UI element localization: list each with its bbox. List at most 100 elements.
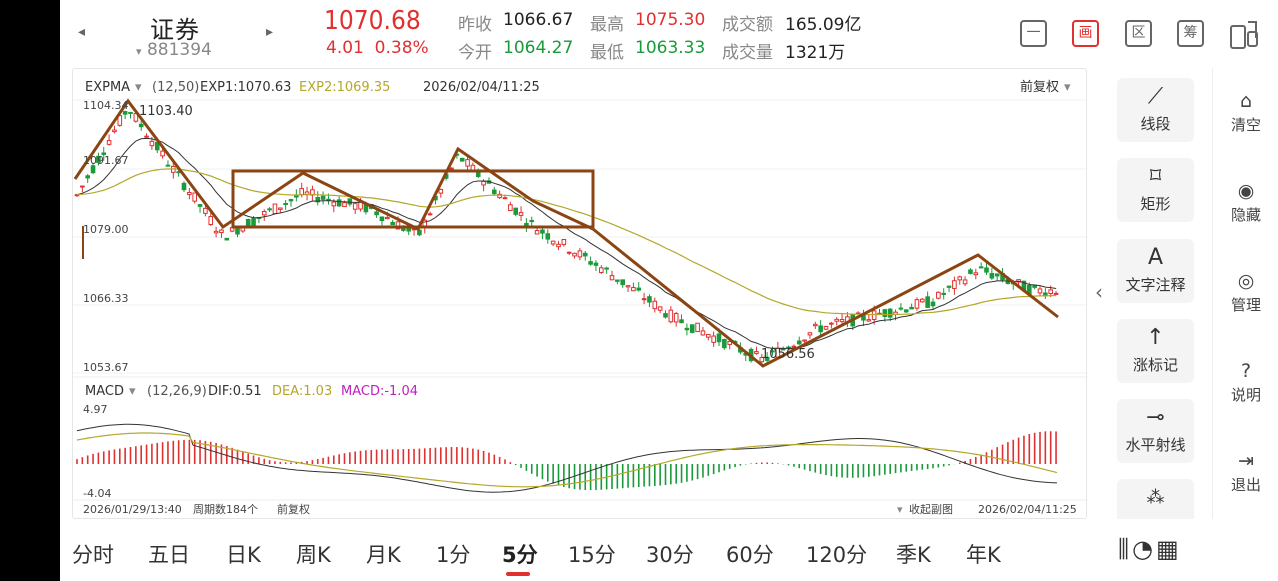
hide-button[interactable]: ◉ 隐藏 bbox=[1213, 180, 1278, 225]
candle-body bbox=[657, 306, 663, 311]
candle-body bbox=[213, 230, 219, 234]
candle-body bbox=[122, 111, 128, 115]
period-tabs: 分时 五日 日K 周K 月K 1分 5分 15分 30分 60分 120分 季K… bbox=[60, 519, 1278, 581]
tab-weekly[interactable]: 周K bbox=[296, 543, 331, 567]
tab-1min[interactable]: 1分 bbox=[436, 543, 471, 567]
candle-body bbox=[882, 309, 888, 317]
candle-body bbox=[588, 261, 593, 265]
candle-body bbox=[347, 198, 353, 205]
candle-body bbox=[138, 123, 144, 128]
help-label: 说明 bbox=[1230, 386, 1261, 404]
tool-more[interactable]: ⁂ bbox=[1117, 479, 1194, 519]
candle-body bbox=[128, 111, 133, 114]
candle-body bbox=[540, 229, 545, 234]
candle-body bbox=[508, 204, 513, 212]
manage-label: 管理 bbox=[1230, 296, 1261, 314]
candle-body bbox=[304, 191, 310, 195]
clear-button[interactable]: ⌂ 清空 bbox=[1213, 90, 1278, 135]
candle-body bbox=[663, 313, 668, 318]
exit-button[interactable]: ⇥ 退出 bbox=[1213, 450, 1278, 495]
rotate-screen-icon[interactable] bbox=[1228, 18, 1260, 50]
tab-intraday[interactable]: 分时 bbox=[72, 543, 114, 567]
tool-text-annotation[interactable]: A 文字注释 bbox=[1117, 239, 1194, 303]
more-settings-icon[interactable]: ⫼◔▦ bbox=[1118, 535, 1182, 563]
collapse-sub-chart[interactable]: 收起副图 bbox=[909, 502, 953, 516]
candle-body bbox=[920, 298, 925, 303]
candle-body bbox=[818, 325, 823, 333]
expma-indicator-label[interactable]: EXPMA bbox=[85, 80, 130, 95]
macd-params: (12,26,9) bbox=[147, 384, 207, 399]
tool-horizontal-ray[interactable]: ⊸ 水平射线 bbox=[1117, 399, 1194, 463]
candle-body bbox=[406, 227, 411, 232]
line-segment-icon: ⟋ bbox=[1147, 84, 1164, 109]
tool-line-segment[interactable]: ⟋ 线段 bbox=[1117, 78, 1194, 142]
hide-label: 隐藏 bbox=[1230, 206, 1261, 224]
tabs-fade-overlay: ⫼◔▦ bbox=[1088, 527, 1278, 573]
tool-rise-mark[interactable]: ↑ 涨标记 bbox=[1117, 319, 1194, 383]
active-tab-indicator bbox=[506, 572, 530, 576]
tab-60min[interactable]: 60分 bbox=[726, 543, 774, 567]
tool-rectangle[interactable]: ⌑ 矩形 bbox=[1117, 158, 1194, 222]
candle-body bbox=[427, 213, 433, 216]
amount-value: 165.09亿 bbox=[785, 15, 862, 35]
help-button[interactable]: ? 说明 bbox=[1213, 360, 1278, 405]
tab-120min[interactable]: 120分 bbox=[806, 543, 868, 567]
expma-caret-icon[interactable]: ▾ bbox=[135, 80, 142, 95]
candle-body bbox=[390, 221, 395, 226]
candle-body bbox=[352, 203, 358, 210]
macd-y-top: 4.97 bbox=[83, 403, 108, 416]
macd-caret-icon[interactable]: ▾ bbox=[129, 384, 136, 399]
adjust-mode[interactable]: 前复权 bbox=[1020, 79, 1059, 95]
tab-30min[interactable]: 30分 bbox=[646, 543, 694, 567]
tool-label: 矩形 bbox=[1140, 195, 1171, 213]
collapse-toolbar-chevron-icon[interactable]: ‹ bbox=[1095, 280, 1103, 304]
tab-yearly[interactable]: 年K bbox=[966, 543, 1001, 567]
period-count: 周期数184个 bbox=[193, 503, 258, 516]
chip-icon[interactable]: 筹 bbox=[1177, 20, 1204, 47]
draw-icon[interactable]: 画 bbox=[1072, 20, 1099, 47]
kline-chart-canvas[interactable]: EXPMA ▾ (12,50) EXP1:1070.63 EXP2:1069.3… bbox=[73, 69, 1088, 520]
candle-body bbox=[936, 291, 941, 299]
exit-icon: ⇥ bbox=[1238, 450, 1254, 472]
candle-body bbox=[770, 350, 775, 353]
next-stock-arrow-icon[interactable]: ▸ bbox=[266, 24, 274, 40]
candle-body bbox=[700, 330, 706, 336]
candle-body bbox=[470, 164, 476, 171]
candle-body bbox=[550, 240, 556, 245]
volume-label: 成交量 bbox=[722, 43, 773, 63]
candle-body bbox=[641, 298, 647, 301]
candle-body bbox=[930, 301, 936, 307]
candle-body bbox=[513, 207, 518, 215]
candle-body bbox=[631, 287, 636, 292]
tab-five-day[interactable]: 五日 bbox=[148, 543, 190, 567]
drawn-line-segments-2 bbox=[592, 227, 1059, 368]
exp2-value: EXP2:1069.35 bbox=[299, 80, 390, 95]
zone-icon[interactable]: 区 bbox=[1125, 20, 1152, 47]
dropdown-caret-icon: ▾ bbox=[136, 45, 142, 58]
candle-body bbox=[604, 267, 609, 270]
collapse-caret-icon[interactable]: ▾ bbox=[897, 503, 903, 516]
tab-quarterly[interactable]: 季K bbox=[896, 543, 931, 567]
macd-y-bottom: -4.04 bbox=[83, 487, 111, 500]
macd-indicator-label[interactable]: MACD bbox=[85, 384, 124, 399]
candle-body bbox=[941, 292, 947, 296]
candle-body bbox=[673, 313, 679, 323]
candle-body bbox=[946, 285, 952, 288]
kline-chart-panel[interactable]: EXPMA ▾ (12,50) EXP1:1070.63 EXP2:1069.3… bbox=[72, 68, 1088, 520]
adjust-caret-icon[interactable]: ▾ bbox=[1064, 80, 1071, 95]
candle-body bbox=[154, 141, 160, 151]
candle-body bbox=[385, 217, 390, 220]
tab-5min[interactable]: 5分 bbox=[502, 543, 538, 567]
draw-glyph: 画 bbox=[1078, 25, 1093, 41]
candle-body bbox=[925, 296, 930, 308]
prev-stock-arrow-icon[interactable]: ◂ bbox=[78, 24, 86, 40]
manage-button[interactable]: ◎ 管理 bbox=[1213, 270, 1278, 315]
candle-body bbox=[272, 203, 278, 215]
stock-code-dropdown[interactable]: ▾ 881394 bbox=[136, 40, 212, 60]
tab-15min[interactable]: 15分 bbox=[568, 543, 616, 567]
candle-body bbox=[149, 140, 155, 147]
tab-daily[interactable]: 日K bbox=[226, 543, 261, 567]
tab-monthly[interactable]: 月K bbox=[366, 543, 401, 567]
minimize-icon[interactable]: 一 bbox=[1020, 20, 1047, 47]
exp1-value: EXP1:1070.63 bbox=[200, 80, 291, 95]
